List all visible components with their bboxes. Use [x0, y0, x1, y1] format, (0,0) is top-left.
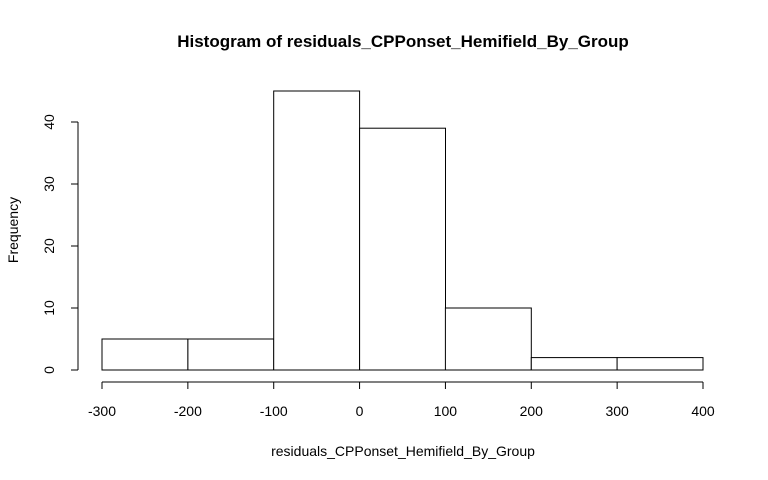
x-tick-label: 100: [434, 403, 458, 419]
x-tick-label: 400: [691, 403, 715, 419]
y-tick-label: 10: [41, 300, 57, 316]
y-tick-label: 30: [41, 176, 57, 192]
x-tick-label: 300: [605, 403, 629, 419]
y-tick-label: 20: [41, 238, 57, 254]
histogram-bar-5: [530, 357, 618, 371]
x-tick-label: -200: [174, 403, 202, 419]
histogram-bar-4: [444, 307, 532, 371]
bars-group: [101, 90, 704, 371]
histogram-bar-0: [101, 338, 189, 371]
histogram-bar-3: [359, 127, 447, 371]
x-tick-label: -100: [260, 403, 288, 419]
y-tick-label: 0: [41, 366, 57, 374]
x-tick-label: 0: [356, 403, 364, 419]
chart-title: Histogram of residuals_CPPonset_Hemifiel…: [177, 32, 629, 51]
x-axis-label: residuals_CPPonset_Hemifield_By_Group: [271, 443, 535, 459]
y-tick-label: 40: [41, 114, 57, 130]
x-axis: -300 -200 -100 0 100 200 300 400: [88, 381, 715, 419]
y-axis-label: Frequency: [5, 197, 21, 263]
histogram-bar-1: [187, 338, 275, 371]
histogram-bar-2: [273, 90, 361, 371]
x-tick-label: 200: [520, 403, 544, 419]
x-tick-label: -300: [88, 403, 116, 419]
histogram-bar-6: [616, 357, 704, 371]
y-axis: 0 10 20 30 40: [41, 114, 79, 374]
